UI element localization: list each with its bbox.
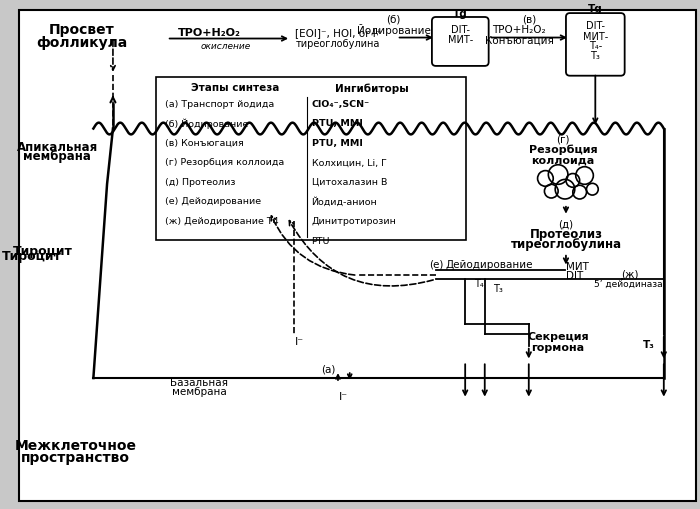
Text: (б): (б)	[386, 15, 401, 25]
Text: PTU: PTU	[312, 236, 330, 245]
Text: (е) Дейодирование: (е) Дейодирование	[164, 197, 261, 206]
Text: тиреоглобулина: тиреоглобулина	[510, 238, 622, 251]
FancyBboxPatch shape	[432, 18, 489, 67]
Text: Протеолиз: Протеолиз	[529, 228, 603, 240]
Text: Т₄-: Т₄-	[589, 41, 602, 51]
Text: МИТ-: МИТ-	[448, 36, 473, 45]
FancyBboxPatch shape	[156, 77, 466, 241]
Text: Tg: Tg	[453, 9, 468, 19]
Text: 5’ дейодиназа: 5’ дейодиназа	[594, 279, 663, 289]
Text: фолликула: фолликула	[36, 36, 127, 50]
Text: PTU, ММI: PTU, ММI	[312, 119, 363, 128]
Text: пространство: пространство	[21, 450, 130, 464]
Text: Резорбция: Резорбция	[528, 145, 597, 155]
FancyBboxPatch shape	[566, 14, 624, 76]
Text: Межклеточное: Межклеточное	[15, 438, 136, 451]
Text: (в) Конъюгация: (в) Конъюгация	[164, 138, 244, 148]
Text: (ж) Дейодирование Т4: (ж) Дейодирование Т4	[164, 217, 279, 225]
Text: (г) Резорбция коллоида: (г) Резорбция коллоида	[164, 158, 284, 167]
Text: МИТ: МИТ	[566, 262, 589, 272]
Text: (ж): (ж)	[621, 269, 638, 279]
Text: Тироцит: Тироцит	[2, 250, 62, 263]
Text: Базальная: Базальная	[170, 377, 228, 387]
Text: Т₃: Т₃	[493, 284, 503, 294]
Text: (в): (в)	[522, 15, 536, 25]
Text: мембрана: мембрана	[172, 386, 226, 396]
Text: (б) Йодирование: (б) Йодирование	[164, 118, 248, 129]
Text: (е): (е)	[428, 259, 443, 269]
Text: ТРО+Н₂О₂: ТРО+Н₂О₂	[177, 27, 240, 38]
Text: гормона: гормона	[531, 342, 584, 352]
Text: (д) Протеолиз: (д) Протеолиз	[164, 178, 235, 186]
Text: Дейодирование: Дейодирование	[446, 259, 533, 269]
Text: Апикальная: Апикальная	[17, 140, 98, 153]
Text: Цитохалазин В: Цитохалазин В	[312, 178, 387, 186]
Text: PTU, ММI: PTU, ММI	[312, 138, 363, 148]
Text: (д): (д)	[559, 219, 573, 229]
Text: МИТ-: МИТ-	[582, 32, 608, 42]
Text: DIT-: DIT-	[451, 24, 470, 35]
Text: коллоида: коллоида	[531, 156, 594, 165]
Text: Т₄: Т₄	[474, 278, 484, 289]
Text: мембрана: мембрана	[23, 150, 91, 163]
Text: (г): (г)	[556, 134, 570, 144]
Text: Этапы синтеза: Этапы синтеза	[191, 83, 279, 93]
Text: Динитротирозин: Динитротирозин	[312, 217, 396, 225]
Text: окисление: окисление	[200, 42, 251, 51]
Text: [EOI]⁻, HOI, or I⁺: [EOI]⁻, HOI, or I⁺	[295, 27, 381, 38]
Text: Секреция: Секреция	[527, 331, 589, 342]
Text: Йодид-анион: Йодид-анион	[312, 197, 377, 206]
Text: Т₃: Т₃	[643, 339, 655, 349]
Text: (а) Транспорт йодида: (а) Транспорт йодида	[164, 99, 274, 108]
Text: ТРО+Н₂О₂: ТРО+Н₂О₂	[492, 24, 546, 35]
Text: I⁻: I⁻	[340, 391, 349, 401]
FancyBboxPatch shape	[19, 11, 696, 501]
Text: Йодирование: Йодирование	[357, 24, 430, 36]
Text: DIT-: DIT-	[586, 21, 605, 31]
Text: Ингибиторы: Ингибиторы	[335, 83, 409, 94]
Text: Тироцит: Тироцит	[13, 245, 72, 258]
Text: (а): (а)	[321, 363, 335, 374]
Text: Конъюгация: Конъюгация	[484, 36, 554, 45]
Text: DIT: DIT	[566, 271, 583, 281]
Text: ClO₄⁻,SCN⁻: ClO₄⁻,SCN⁻	[312, 99, 370, 108]
Text: I⁻: I⁻	[295, 336, 304, 346]
Text: Tg: Tg	[588, 4, 603, 14]
Text: Колхицин, Li, Г: Колхицин, Li, Г	[312, 158, 386, 167]
Text: Т₃: Т₃	[590, 51, 600, 61]
Text: тиреоглобулина: тиреоглобулина	[296, 39, 380, 49]
Text: Просвет: Просвет	[49, 23, 115, 37]
